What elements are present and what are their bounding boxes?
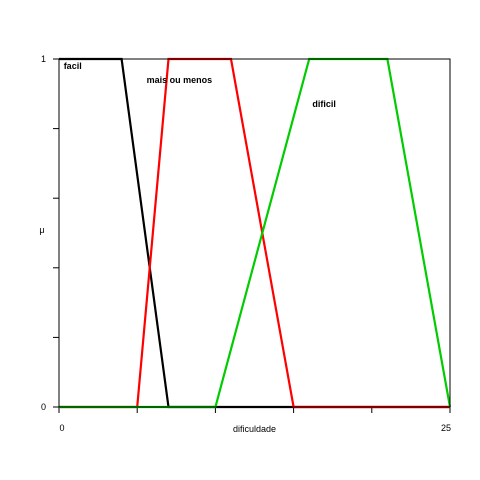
y-tick-label: 0: [41, 402, 46, 412]
y-axis-label: μ: [39, 225, 44, 235]
series-lines: [59, 57, 452, 409]
x-axis-label: dificuldade: [233, 424, 276, 434]
series-line-facil: [59, 57, 450, 409]
y-tick-label: 1: [41, 54, 46, 64]
x-tick-label: 25: [441, 423, 451, 433]
series-labels: facil mais ou menos dificil: [64, 61, 336, 109]
series-label-facil: facil: [64, 61, 82, 71]
series-label-mais-ou-menos: mais ou menos: [147, 75, 213, 85]
series-line-dificil: [59, 57, 452, 409]
series-line-mais-ou-menos: [59, 57, 450, 409]
y-axis: 01: [41, 54, 59, 412]
series-label-dificil: dificil: [312, 99, 336, 109]
x-tick-label: 0: [59, 423, 64, 433]
plot-frame: [58, 58, 451, 408]
